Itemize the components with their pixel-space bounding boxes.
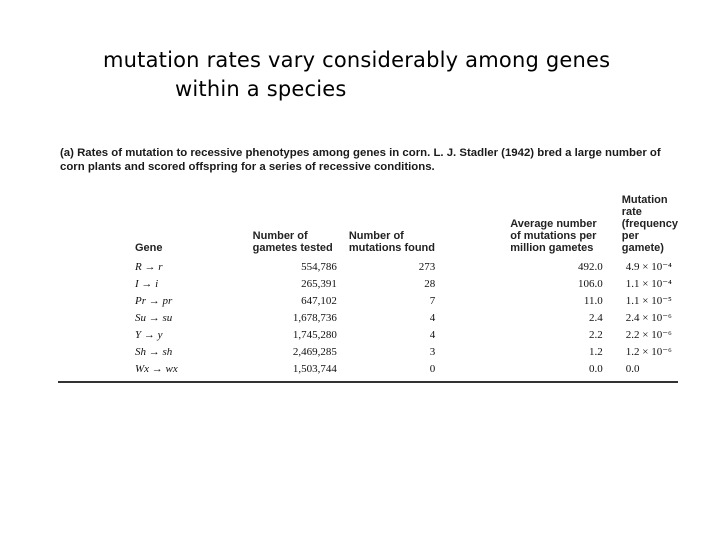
table-header-row: Gene Number of gametes tested Number of … [58, 194, 678, 258]
cell-rate: 1.1 × 10⁻⁴ [625, 278, 672, 290]
cell-mutations-found: 7 [429, 294, 436, 307]
cell-gene: I → i [135, 277, 159, 290]
cell-average: 0.0 [589, 362, 603, 375]
cell-mutations-found: 3 [429, 345, 436, 358]
cell-gametes-tested: 1,745,280 [292, 328, 337, 341]
cell-rate: 2.4 × 10⁻⁶ [625, 312, 672, 324]
cell-gametes-tested: 265,391 [301, 277, 337, 290]
cell-gametes-tested: 647,102 [301, 294, 337, 307]
cell-gametes-tested: 554,786 [301, 260, 337, 273]
table-row: Pr → pr 647,102 7 11.0 1.1 × 10⁻⁵ [58, 292, 678, 309]
cell-rate: 2.2 × 10⁻⁶ [625, 329, 672, 341]
cell-average: 106.0 [578, 277, 603, 290]
slide-title: mutation rates vary considerably among g… [103, 46, 703, 104]
cell-rate: 1.2 × 10⁻⁶ [625, 346, 672, 358]
cell-gene: Wx → wx [135, 362, 178, 375]
cell-gametes-tested: 1,678,736 [292, 311, 337, 324]
header-average-mutations: Average number of mutations per million … [510, 218, 597, 254]
cell-gametes-tested: 2,469,285 [292, 345, 337, 358]
figure-caption: (a) Rates of mutation to recessive pheno… [58, 146, 678, 174]
cell-mutations-found: 28 [424, 277, 436, 290]
slide-title-line-2: within a species [175, 77, 347, 101]
cell-gametes-tested: 1,503,744 [292, 362, 337, 375]
table-row: I → i 265,391 28 106.0 1.1 × 10⁻⁴ [58, 275, 678, 292]
cell-gene: Su → su [135, 311, 173, 324]
table-row: R → r 554,786 273 492.0 4.9 × 10⁻⁴ [58, 258, 678, 275]
cell-average: 2.2 [589, 328, 603, 341]
cell-average: 2.4 [589, 311, 603, 324]
cell-average: 492.0 [578, 260, 603, 273]
header-mutation-rate: Mutation rate (frequency per gamete) [621, 194, 678, 254]
cell-rate: 4.9 × 10⁻⁴ [625, 261, 672, 273]
cell-mutations-found: 4 [429, 311, 436, 324]
cell-mutations-found: 273 [418, 260, 436, 273]
cell-gene: Y → y [135, 328, 163, 341]
cell-rate: 0.0 [625, 362, 640, 375]
table-row: Sh → sh 2,469,285 3 1.2 1.2 × 10⁻⁶ [58, 343, 678, 360]
mutation-rate-figure: (a) Rates of mutation to recessive pheno… [58, 146, 678, 383]
header-gametes-tested: Number of gametes tested [252, 230, 333, 254]
table-row: Y → y 1,745,280 4 2.2 2.2 × 10⁻⁶ [58, 326, 678, 343]
mutation-rate-table: Gene Number of gametes tested Number of … [58, 194, 678, 379]
header-gene: Gene [135, 242, 163, 254]
slide-title-line-1: mutation rates vary considerably among g… [103, 48, 611, 72]
cell-gene: R → r [135, 260, 163, 273]
cell-average: 1.2 [589, 345, 603, 358]
table-row: Wx → wx 1,503,744 0 0.0 0.0 [58, 360, 678, 379]
cell-gene: Pr → pr [135, 294, 173, 307]
cell-mutations-found: 0 [429, 362, 436, 375]
table-bottom-rule [58, 381, 678, 383]
cell-rate: 1.1 × 10⁻⁵ [625, 295, 672, 307]
cell-average: 11.0 [583, 294, 603, 307]
figure-caption-line-2: corn plants and scored offspring for a s… [60, 161, 435, 173]
header-mutations-found: Number of mutations found [348, 230, 435, 254]
figure-caption-line-1: (a) Rates of mutation to recessive pheno… [60, 147, 661, 159]
cell-gene: Sh → sh [135, 345, 173, 358]
cell-mutations-found: 4 [429, 328, 436, 341]
table-row: Su → su 1,678,736 4 2.4 2.4 × 10⁻⁶ [58, 309, 678, 326]
